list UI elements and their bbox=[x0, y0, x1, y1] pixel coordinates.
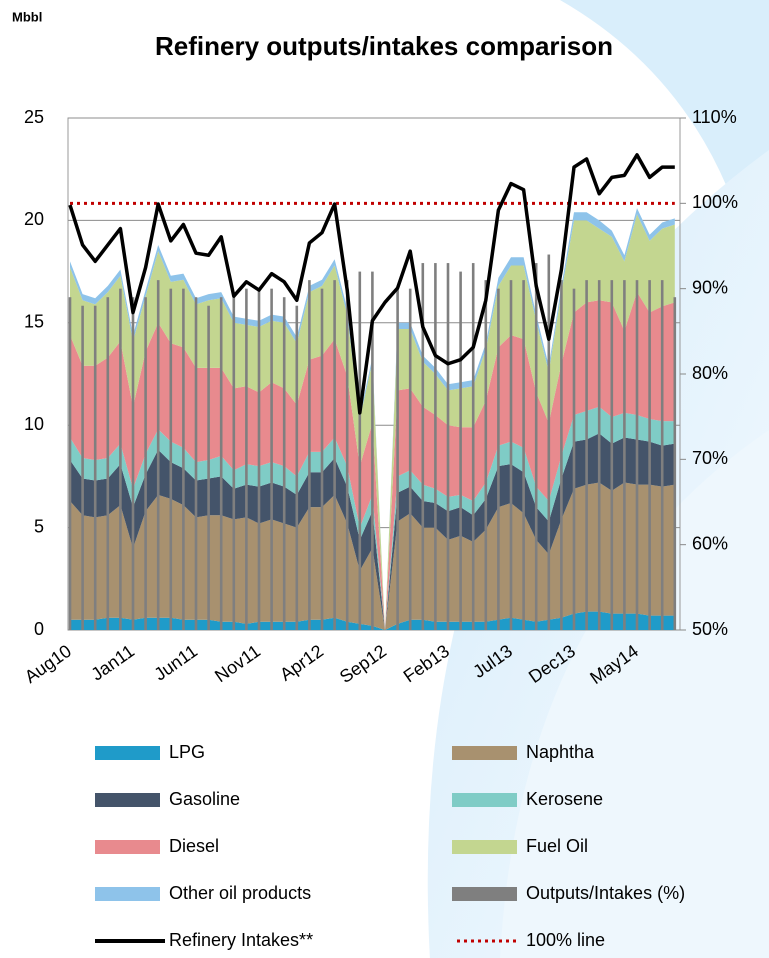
bar bbox=[421, 263, 425, 630]
bar bbox=[572, 288, 576, 630]
legend-swatch bbox=[95, 746, 160, 760]
bar bbox=[497, 288, 500, 630]
bar bbox=[522, 280, 525, 630]
x-tick-label: Jun11 bbox=[150, 641, 201, 685]
legend-swatch bbox=[452, 840, 517, 854]
bar bbox=[169, 288, 173, 630]
bar bbox=[648, 280, 651, 630]
bar bbox=[446, 263, 450, 630]
bar bbox=[270, 288, 273, 630]
bar bbox=[534, 263, 538, 630]
y-tick-label: 0 bbox=[34, 619, 44, 639]
bar bbox=[358, 271, 362, 630]
x-tick-label: Jan11 bbox=[87, 641, 138, 685]
legend-label: Naphtha bbox=[526, 742, 595, 762]
bar bbox=[144, 297, 147, 630]
bar bbox=[308, 280, 311, 630]
bar bbox=[585, 280, 588, 630]
bar bbox=[194, 297, 198, 630]
bar bbox=[282, 297, 286, 630]
chart-title: Refinery outputs/intakes comparison bbox=[155, 31, 613, 61]
bar bbox=[396, 288, 399, 630]
y2-tick-label: 100% bbox=[692, 192, 738, 212]
legend-label: Other oil products bbox=[169, 883, 311, 903]
bar bbox=[547, 254, 551, 631]
bar bbox=[232, 297, 236, 630]
bar bbox=[68, 297, 72, 630]
x-tick-label: Nov11 bbox=[211, 641, 264, 686]
bar bbox=[333, 280, 336, 630]
bar bbox=[560, 280, 563, 630]
bar bbox=[408, 288, 412, 630]
bar bbox=[434, 263, 437, 630]
legend-swatch bbox=[452, 746, 517, 760]
bar bbox=[509, 280, 513, 630]
bar bbox=[371, 271, 374, 630]
bar bbox=[635, 280, 639, 630]
y-tick-label: 10 bbox=[24, 414, 44, 434]
bar bbox=[131, 297, 135, 630]
bar bbox=[182, 288, 185, 630]
y2-tick-label: 90% bbox=[692, 277, 728, 297]
legend-swatch bbox=[95, 840, 160, 854]
legend-label: LPG bbox=[169, 742, 205, 762]
y-tick-label: 15 bbox=[24, 312, 44, 332]
bar bbox=[295, 305, 299, 630]
y2-tick-label: 80% bbox=[692, 363, 728, 383]
legend-swatch bbox=[95, 793, 160, 807]
x-tick-label: Aug10 bbox=[21, 641, 75, 687]
bar bbox=[673, 297, 677, 630]
legend-label: Refinery Intakes** bbox=[169, 930, 313, 950]
x-tick-label: Apr12 bbox=[276, 641, 327, 685]
y-tick-label: 20 bbox=[24, 209, 44, 229]
bar bbox=[81, 305, 84, 630]
bar bbox=[106, 297, 110, 630]
bar bbox=[207, 305, 210, 630]
bar bbox=[93, 305, 97, 630]
legend-swatch bbox=[452, 793, 517, 807]
y2-tick-label: 50% bbox=[692, 619, 728, 639]
plot-area: 0 5 10 15 20 25 50% 60% 70% 80% 90% 100% 110% Aug10 Ja… bbox=[21, 107, 738, 688]
y-axis-label: Mbbl bbox=[12, 9, 42, 24]
bar bbox=[219, 297, 223, 630]
legend-swatch bbox=[452, 887, 517, 901]
bar bbox=[660, 280, 664, 630]
bar bbox=[119, 288, 122, 630]
bar bbox=[320, 288, 324, 630]
bar bbox=[245, 288, 248, 630]
bar bbox=[459, 271, 462, 630]
legend-label: Kerosene bbox=[526, 789, 603, 809]
bar bbox=[257, 288, 261, 630]
legend-label: Outputs/Intakes (%) bbox=[526, 883, 685, 903]
bar bbox=[623, 280, 626, 630]
legend-swatch bbox=[95, 887, 160, 901]
y2-tick-label: 60% bbox=[692, 533, 728, 553]
legend-label: Diesel bbox=[169, 836, 219, 856]
bar bbox=[345, 280, 349, 630]
y2-tick-label: 110% bbox=[692, 107, 737, 127]
legend: LPG Naphtha Gasoline Kerosene Diesel Fuel Oil… bbox=[95, 742, 685, 950]
legend-label: Fuel Oil bbox=[526, 836, 588, 856]
legend-label: 100% line bbox=[526, 930, 605, 950]
line bbox=[68, 153, 675, 415]
y2-tick-label: 70% bbox=[692, 448, 728, 468]
bar bbox=[610, 280, 614, 630]
y-tick-label: 5 bbox=[34, 516, 44, 536]
x-tick-label: Sep12 bbox=[336, 641, 390, 687]
bar bbox=[156, 280, 160, 630]
bar bbox=[471, 263, 475, 630]
bar bbox=[597, 280, 601, 630]
legend-label: Gasoline bbox=[169, 789, 240, 809]
y-tick-label: 25 bbox=[24, 107, 44, 127]
bar bbox=[484, 280, 488, 630]
